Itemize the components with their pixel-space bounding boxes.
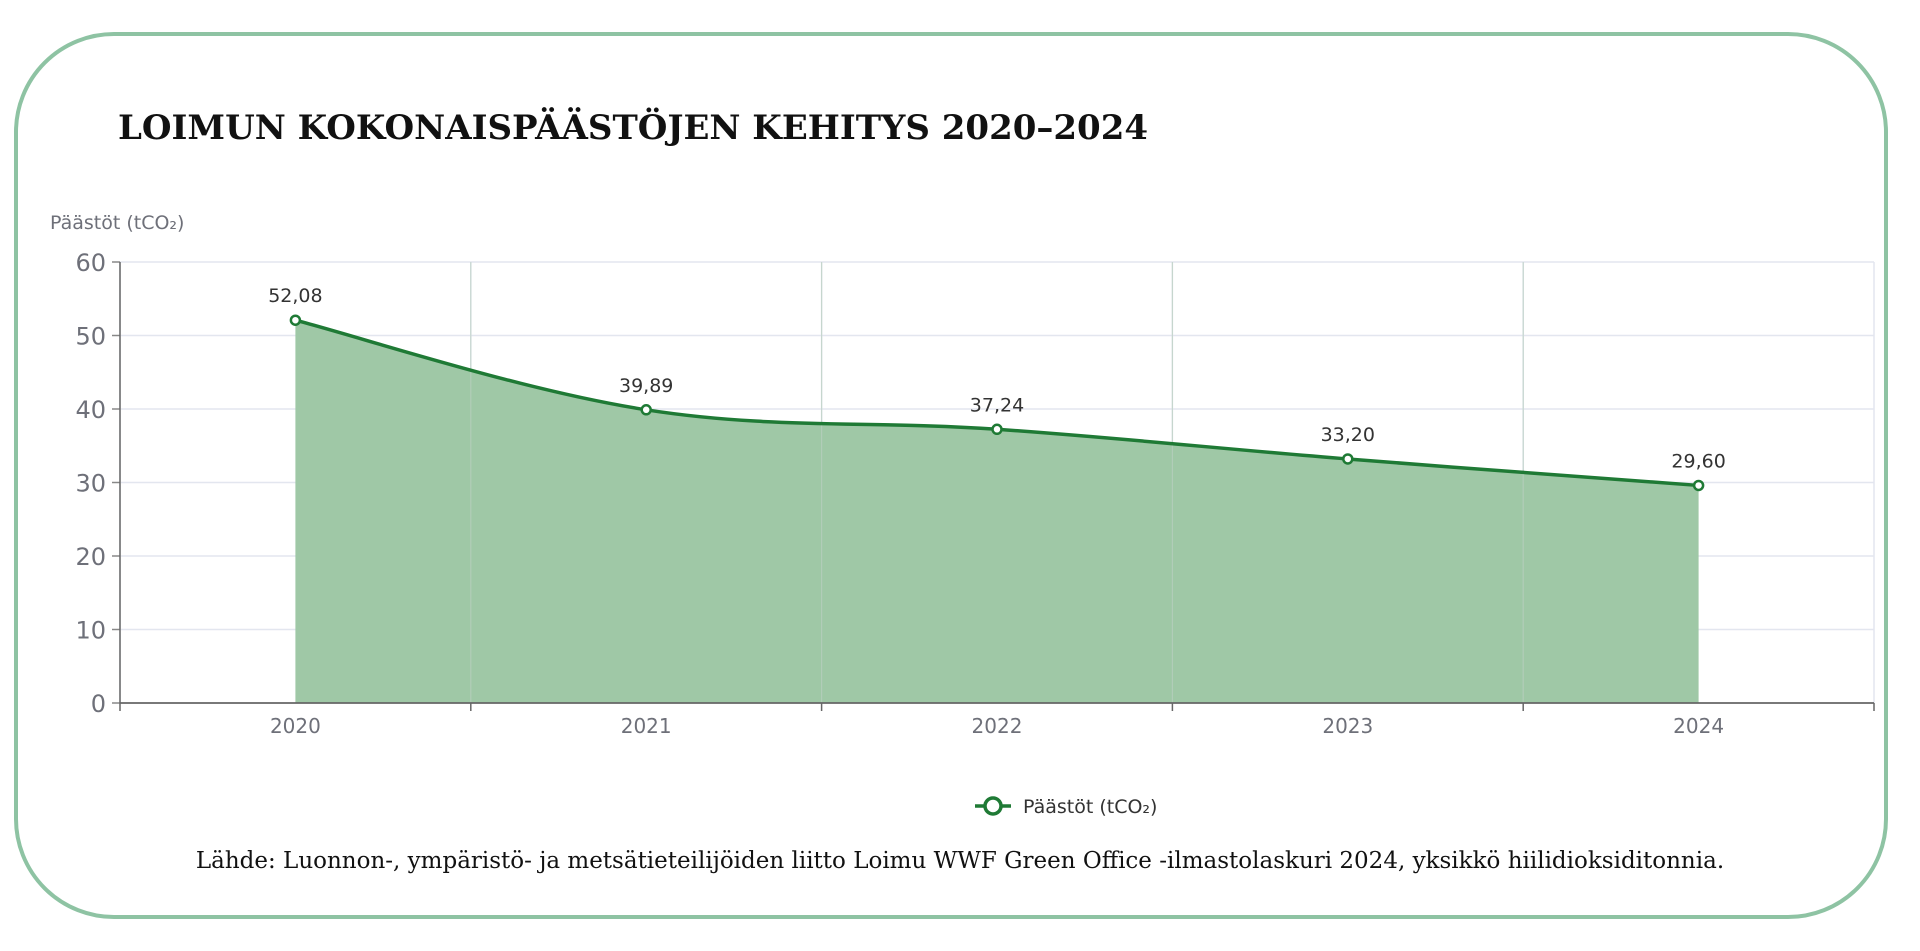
series-area-layer <box>294 262 1699 703</box>
y-tick-label: 0 <box>91 690 106 718</box>
x-tick-label: 2022 <box>972 714 1023 738</box>
data-points: 52,08 39,89 37,24 33,20 29,60 <box>268 285 1726 492</box>
y-tick-label: 20 <box>75 543 106 571</box>
data-label: 39,89 <box>619 375 673 397</box>
y-axis-label: Päästöt (tCO₂) <box>50 212 184 234</box>
data-label: 29,60 <box>1671 450 1725 472</box>
x-tick-label: 2024 <box>1673 714 1724 738</box>
y-tick-label: 60 <box>75 249 106 277</box>
data-point[interactable] <box>289 314 302 326</box>
y-tick-label: 30 <box>75 470 106 498</box>
series-area-fill <box>295 320 1699 703</box>
y-tick-label: 50 <box>75 323 106 351</box>
y-tick-label: 40 <box>75 396 106 424</box>
data-point[interactable] <box>991 423 1003 436</box>
source-note: Lähde: Luonnon-, ympäristö- ja metsätiet… <box>195 848 1725 874</box>
legend-label[interactable]: Päästöt (tCO₂) <box>1023 796 1157 818</box>
x-tick-label: 2020 <box>270 714 321 738</box>
x-tick-label: 2021 <box>621 714 672 738</box>
data-point[interactable] <box>640 404 652 416</box>
data-label: 37,24 <box>970 394 1024 416</box>
data-point[interactable] <box>1342 453 1354 465</box>
chart-legend[interactable]: Päästöt (tCO₂) <box>975 796 1157 818</box>
chart-title: LOIMUN KOKONAISPÄÄSTÖJEN KEHITYS 2020–20… <box>118 108 1149 148</box>
data-point[interactable] <box>1692 479 1705 492</box>
data-label: 52,08 <box>268 285 322 307</box>
legend-circle-marker[interactable] <box>983 796 1003 816</box>
data-label: 33,20 <box>1321 424 1375 446</box>
y-tick-label: 10 <box>75 617 106 645</box>
x-tick-label: 2023 <box>1322 714 1373 738</box>
chart-axes: 0 10 20 30 40 50 60 2020 2021 2022 2023 2024 Päästöt… <box>50 212 1875 738</box>
